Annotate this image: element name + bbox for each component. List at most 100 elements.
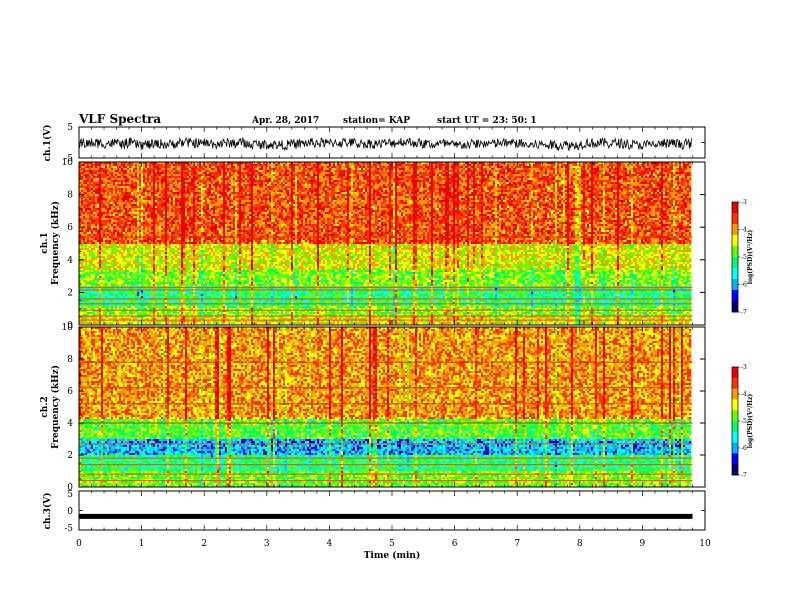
spectrogram-cell [131,166,133,168]
spectrogram-cell [115,170,119,172]
spectrogram-cell [111,166,113,168]
spectrogram-cell [123,168,127,170]
spectrogram-cell [359,170,365,172]
spectrogram-cell [577,168,581,170]
spectrogram-cell [569,164,571,166]
spectrogram-cell [147,166,149,168]
spectrogram-cell [515,168,517,170]
spectrogram-cell [581,166,583,168]
spectrogram-cell [383,168,385,170]
spectrogram-cell [559,168,563,170]
spectrogram-cell [87,164,89,166]
spectrogram-cell [627,168,629,170]
spectrogram-cell [347,166,349,168]
spectrogram-cell [255,164,257,166]
spectrogram-cell [411,168,413,170]
spectrogram-cell [299,164,301,166]
spectrogram-cell [143,166,145,168]
spectrogram-cell [657,166,661,168]
spectrogram-cell [313,168,315,170]
spectrogram-cell [641,164,645,166]
spectrogram-cell [573,168,575,170]
spectrogram-cell [273,170,275,172]
spectrogram-cell [271,170,273,172]
spectrogram-cell [107,168,111,170]
spectrogram-cell [257,164,259,166]
spectrogram-cell [621,168,623,170]
spectrogram-cell [153,166,159,168]
spectrogram-cell [249,170,253,172]
spectrogram-cell [337,166,339,168]
spectrogram-cell [285,164,287,166]
header-station: station= KAP [343,116,410,126]
spectrogram-cell [461,166,463,168]
spectrogram-cell [639,164,641,166]
spectrogram-cell [265,170,267,172]
spectrogram-cell [223,170,225,172]
spectrogram-cell [563,168,565,170]
spectrogram-cell [87,166,89,168]
spectrogram-cell [587,164,591,166]
spectrogram-cell [269,166,271,168]
spectrogram-cell [363,164,365,166]
spectrogram-cell [135,170,143,172]
spectrogram-cell [235,170,239,172]
spectrogram-cell [423,164,427,166]
spectrogram-cell [385,170,387,172]
spectrogram-cell [289,170,291,172]
spectrogram-cell [561,164,565,166]
spectrogram-cell [549,168,551,170]
spectrogram-cell [563,166,565,168]
spectrogram-cell [291,170,293,172]
spectrogram-cell [441,168,443,170]
spectrogram-cell [253,166,257,168]
spectrogram-cell [279,166,281,168]
spectrogram-cell [253,168,255,170]
spectrogram-cell [503,166,505,168]
spectrogram-cell [591,166,593,168]
spectrogram-cell [99,166,101,168]
spectrogram-cell [527,164,529,166]
spectrogram-cell [339,164,341,166]
ch1-waveform-line [79,138,692,150]
spectrogram-cell [335,166,337,168]
spectrogram-cell [137,166,139,168]
spectrogram-cell [335,170,341,172]
spectrogram-cell [137,164,141,166]
spectrogram-cell [547,166,553,168]
spectrogram-cell [671,168,673,170]
spectrogram-cell [287,164,289,166]
spectrogram-cell [157,170,159,172]
spectrogram-cell [587,168,589,170]
spectrogram-cell [189,168,191,170]
spectrogram-cell [295,170,297,172]
spectrogram-cell [635,168,641,170]
spectrogram-cell [351,164,353,166]
spectrogram-cell [103,168,107,170]
spectrogram-cell [97,166,99,168]
spectrogram-cell [315,166,319,168]
spectrogram-cell [151,170,153,172]
spectrogram-cell [355,164,357,166]
spectrogram-cell [473,168,475,170]
spectrogram-cell [81,166,85,168]
spectrogram-cell [81,168,85,170]
spectrogram-cell [89,164,91,166]
spectrogram-cell [623,166,625,168]
spectrogram-cell [195,168,205,170]
spectrogram-cell [165,166,167,168]
spectrogram-cell [405,168,409,170]
spectrogram-cell [217,164,219,166]
spectrogram-cell [439,168,441,170]
spectrogram-cell [389,170,391,172]
spectrogram-cell [399,166,401,168]
spectrogram-cell [275,170,277,172]
spectrogram-cell [679,166,681,168]
spectrogram-cell [645,166,649,168]
spectrogram-cell [609,166,611,168]
spectrogram-cell [303,166,305,168]
spectrogram-cell [199,164,201,166]
spectrogram-cell [495,164,497,166]
spectrogram-cell [245,166,249,168]
spectrogram-cell [85,166,87,168]
